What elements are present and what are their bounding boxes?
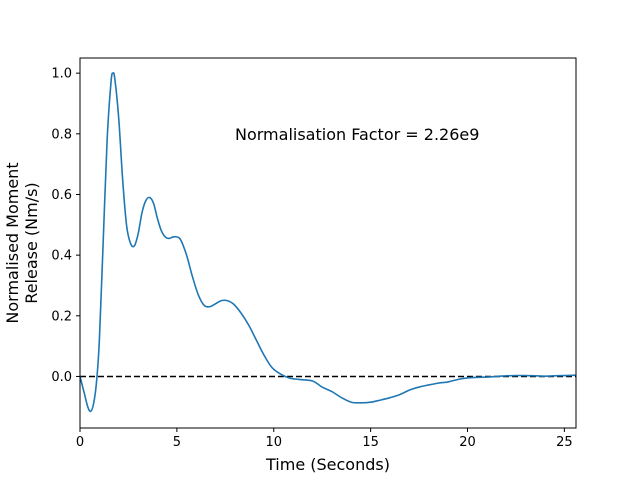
x-axis-label: Time (Seconds) <box>265 455 390 474</box>
series-layer <box>79 72 577 413</box>
x-tick-label: 20 <box>459 435 476 450</box>
x-tick-label: 15 <box>362 435 379 450</box>
x-tick-label: 25 <box>556 435 573 450</box>
y-axis-label-line-1: Normalised Moment <box>3 162 22 323</box>
y-tick-label: 0.6 <box>51 188 72 203</box>
x-tick-label: 10 <box>265 435 282 450</box>
y-axis-label: Normalised Moment Release (Nm/s) <box>3 162 41 323</box>
x-axis-ticks: 0 5 10 15 20 25 <box>76 428 573 450</box>
y-tick-label: 1.0 <box>51 67 72 82</box>
y-tick-label: 0.8 <box>51 127 72 142</box>
y-axis-ticks: 0.0 0.2 0.4 0.6 0.8 1.0 <box>51 67 80 385</box>
plot-area <box>80 58 576 428</box>
y-tick-label: 0.2 <box>51 309 72 324</box>
x-tick-label: 0 <box>76 435 84 450</box>
x-tick-label: 5 <box>173 435 181 450</box>
series-line-0 <box>79 72 577 413</box>
y-tick-label: 0.4 <box>51 249 72 264</box>
plot-frame <box>79 57 577 429</box>
y-tick-label: 0.0 <box>51 370 72 385</box>
normalisation-annotation: Normalisation Factor = 2.26e9 <box>235 125 479 144</box>
y-axis-label-line-2: Release (Nm/s) <box>22 182 41 303</box>
